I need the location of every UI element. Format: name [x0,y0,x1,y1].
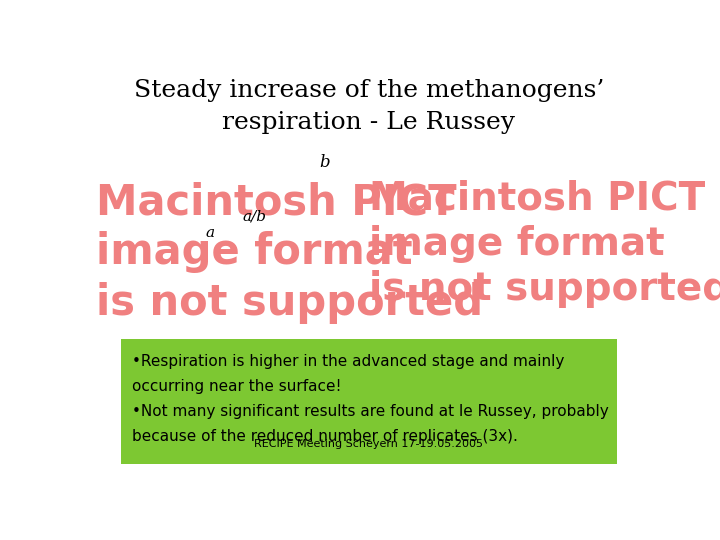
Text: a/b: a/b [243,210,266,224]
Text: Macintosh PICT
image format
is not supported: Macintosh PICT image format is not suppo… [96,181,482,323]
Text: b: b [319,154,330,171]
Text: Steady increase of the methanogens’
respiration - Le Russey: Steady increase of the methanogens’ resp… [134,79,604,134]
Text: occurring near the surface!: occurring near the surface! [132,379,341,394]
Text: •Not many significant results are found at le Russey, probably: •Not many significant results are found … [132,404,608,418]
Text: a: a [205,226,215,240]
Text: because of the reduced number of replicates (3x).: because of the reduced number of replica… [132,429,518,444]
Text: •Respiration is higher in the advanced stage and mainly: •Respiration is higher in the advanced s… [132,354,564,369]
Text: RECIPE Meeting Scheyern 17-19.05.2005: RECIPE Meeting Scheyern 17-19.05.2005 [254,439,484,449]
FancyBboxPatch shape [121,339,617,464]
Text: Macintosh PICT
image format
is not supported: Macintosh PICT image format is not suppo… [369,179,720,308]
